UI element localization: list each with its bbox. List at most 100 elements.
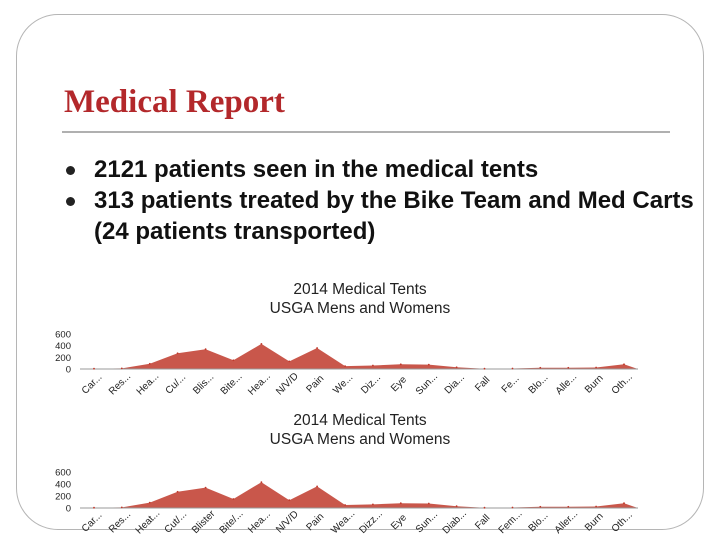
y-tick-label: 200 (55, 353, 71, 364)
x-tick-label: N/V/D (274, 371, 301, 398)
x-tick-label: Wea... (329, 508, 357, 536)
x-tick-label: Blister (190, 508, 218, 536)
x-tick-label: Pain (304, 373, 326, 395)
x-tick-label: Heat... (134, 508, 163, 537)
y-tick-label: 400 (55, 341, 71, 352)
data-point (539, 366, 542, 369)
x-tick-label: Eye (389, 374, 409, 394)
x-tick-label: Aller... (553, 509, 580, 536)
chart-title-line: 2014 Medical Tents (293, 412, 427, 429)
data-point (176, 490, 179, 493)
data-point (511, 506, 514, 509)
bullet-text: 2121 patients seen in the medical tents (94, 156, 539, 183)
slide-frame (16, 14, 704, 530)
data-point (316, 347, 318, 349)
chart-title: 2014 Medical Tents USGA Mens and Womens (0, 280, 720, 318)
data-point (595, 366, 597, 369)
data-point (232, 359, 235, 362)
chart-medical-tents-2: 2014 Medical Tents USGA Mens and Womens … (0, 410, 720, 540)
x-tick-label: Alle... (554, 371, 579, 396)
data-point (93, 367, 95, 370)
data-point (455, 366, 458, 369)
data-point (567, 505, 570, 508)
data-point (288, 499, 291, 502)
bullet-dot-icon (66, 197, 75, 206)
data-point (260, 343, 263, 345)
x-tick-label: Fall (473, 375, 492, 394)
x-tick-label: Sun... (414, 509, 440, 535)
chart-title-line: 2014 Medical Tents (293, 281, 427, 298)
data-point (148, 362, 151, 365)
data-point (344, 365, 346, 367)
x-tick-label: Fall (473, 513, 492, 532)
slide-title: Medical Report (64, 84, 285, 120)
chart-title-line: USGA Mens and Womens (269, 300, 451, 317)
data-point (427, 502, 430, 505)
bullet-list: 2121 patients seen in the medical tents … (64, 154, 694, 247)
x-tick-label: Hea... (246, 371, 273, 398)
x-tick-label: Car... (80, 372, 105, 397)
x-tick-label: Hea... (135, 371, 162, 398)
x-tick-label: Car... (80, 510, 105, 535)
data-point (455, 505, 458, 508)
x-tick-label: Blo... (527, 510, 551, 534)
y-tick-label: 600 (55, 330, 71, 341)
x-tick-label: Sun... (414, 371, 440, 397)
x-tick-label: Res... (107, 371, 133, 397)
x-tick-label: Burn (583, 511, 606, 534)
data-point (176, 352, 179, 355)
x-tick-label: Burn (583, 373, 606, 396)
x-tick-label: Blis... (191, 372, 216, 397)
chart-title-line: USGA Mens and Womens (269, 431, 451, 448)
data-point (148, 501, 151, 504)
data-point (316, 485, 318, 488)
data-point (567, 366, 570, 369)
data-point (539, 505, 542, 508)
x-tick-label: Res... (107, 509, 133, 535)
data-point (344, 504, 346, 506)
x-tick-label: Bite/... (218, 508, 246, 536)
x-tick-label: Cut/... (163, 509, 190, 536)
x-tick-label: Eye (389, 512, 409, 532)
chart-medical-tents-1: 2014 Medical Tents USGA Mens and Womens … (0, 280, 720, 412)
data-point (427, 363, 430, 366)
x-tick-label: Fe... (500, 373, 522, 395)
x-tick-label: Dia... (443, 372, 467, 396)
data-point (120, 367, 123, 370)
x-tick-label: Diab... (441, 508, 469, 536)
data-point (372, 364, 374, 367)
x-tick-label: Oth... (610, 372, 635, 397)
x-tick-label: We... (331, 372, 355, 396)
x-tick-label: Pain (304, 511, 326, 533)
data-point (595, 505, 597, 508)
y-tick-label: 600 (55, 468, 71, 479)
bullet-text: 313 patients treated by the Bike Team an… (94, 187, 694, 245)
chart-title: 2014 Medical Tents USGA Mens and Womens (0, 411, 720, 449)
bullet-item: 313 patients treated by the Bike Team an… (64, 185, 694, 247)
x-tick-label: Dizz... (357, 509, 384, 536)
y-tick-label: 200 (55, 492, 71, 503)
x-tick-label: Hea... (246, 509, 273, 536)
data-point (260, 481, 263, 484)
data-point (232, 498, 235, 500)
data-point (93, 506, 95, 509)
x-tick-label: Diz... (359, 372, 383, 396)
y-tick-label: 0 (66, 365, 71, 376)
bullet-dot-icon (66, 166, 75, 175)
title-divider (62, 131, 670, 133)
x-tick-label: Blo... (527, 372, 551, 396)
data-point (623, 502, 625, 505)
data-point (204, 348, 207, 351)
y-tick-label: 0 (66, 504, 71, 515)
data-point (372, 503, 374, 506)
x-tick-label: Fem... (497, 508, 525, 536)
x-tick-label: Oth... (610, 510, 635, 535)
x-tick-label: Bite... (219, 371, 245, 397)
data-point (399, 502, 402, 505)
series-area (80, 482, 638, 508)
x-tick-label: N/V/D (274, 509, 301, 536)
bullet-item: 2121 patients seen in the medical tents (64, 154, 694, 185)
series-area (80, 343, 638, 369)
